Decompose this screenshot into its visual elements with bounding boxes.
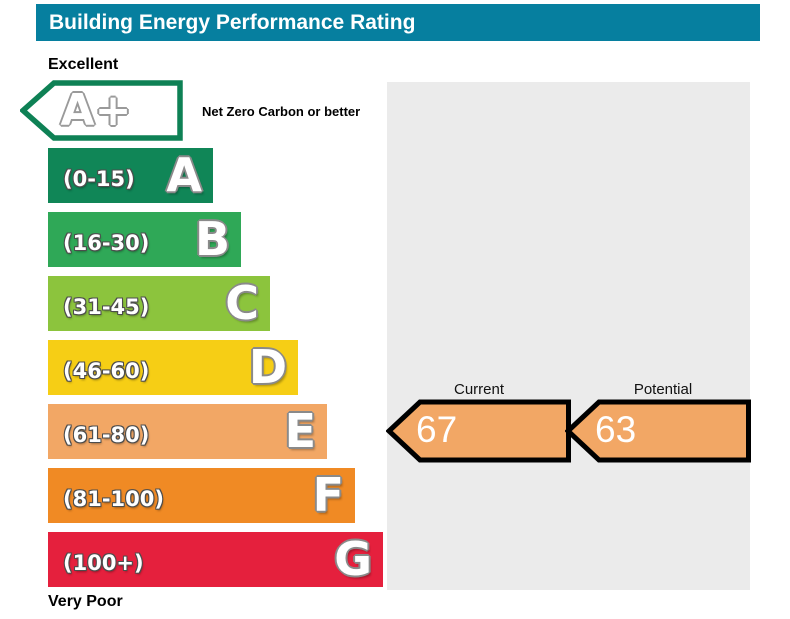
- band-range: (100+): [63, 550, 144, 575]
- band-row-g: (100+) G: [48, 532, 383, 587]
- net-zero-arrow-shape: [20, 80, 183, 141]
- net-zero-band-description: Net Zero Carbon or better: [202, 104, 361, 119]
- band-letter: B: [194, 212, 230, 266]
- current-rating-label: Current: [453, 381, 505, 398]
- potential-rating-arrow: [565, 399, 751, 463]
- current-rating-arrow: [386, 399, 571, 463]
- current-rating-value: 67: [416, 409, 458, 450]
- band-range: (31-45): [63, 294, 150, 319]
- band-range: (46-60): [63, 358, 150, 383]
- band-row-c: (31-45) C: [48, 276, 270, 331]
- band-row-e: (61-80) E: [48, 404, 327, 459]
- potential-arrow-shape: [565, 399, 751, 463]
- band-letter: D: [248, 340, 287, 394]
- band-range: (0-15): [63, 166, 135, 191]
- band-letter: A: [166, 148, 202, 202]
- band-row-b: (16-30) B: [48, 212, 241, 267]
- band-letter: F: [312, 468, 344, 522]
- net-zero-band-arrow: [20, 80, 183, 141]
- band-letter: G: [334, 532, 372, 586]
- scale-bottom-label: Very Poor: [48, 593, 123, 610]
- band-letter: E: [284, 404, 316, 458]
- net-zero-band-letter: A+: [60, 85, 132, 136]
- potential-rating-value: 63: [595, 409, 637, 450]
- scale-top-label: Excellent: [48, 56, 119, 73]
- band-row-a: (0-15) A: [48, 148, 213, 203]
- ratings-panel: [387, 82, 750, 590]
- band-row-d: (46-60) D: [48, 340, 298, 395]
- band-range: (16-30): [63, 230, 150, 255]
- potential-rating-label: Potential: [633, 381, 693, 398]
- band-range: (61-80): [63, 422, 150, 447]
- band-row-f: (81-100) F: [48, 468, 355, 523]
- page-title: Building Energy Performance Rating: [36, 4, 760, 41]
- band-letter: C: [225, 276, 259, 330]
- band-range: (81-100): [63, 486, 164, 511]
- current-arrow-shape: [386, 399, 571, 463]
